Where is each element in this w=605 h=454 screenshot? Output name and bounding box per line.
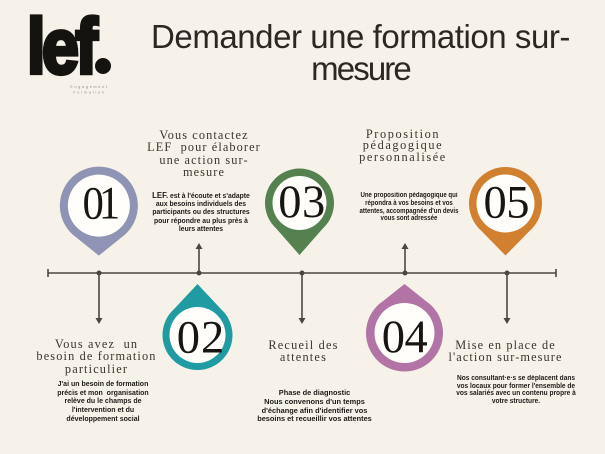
svg-text:01: 01 xyxy=(83,177,118,229)
svg-text:02: 02 xyxy=(177,313,226,364)
svg-text:03: 03 xyxy=(278,177,326,228)
svg-text:05: 05 xyxy=(483,178,529,229)
svg-text:04: 04 xyxy=(382,312,428,363)
